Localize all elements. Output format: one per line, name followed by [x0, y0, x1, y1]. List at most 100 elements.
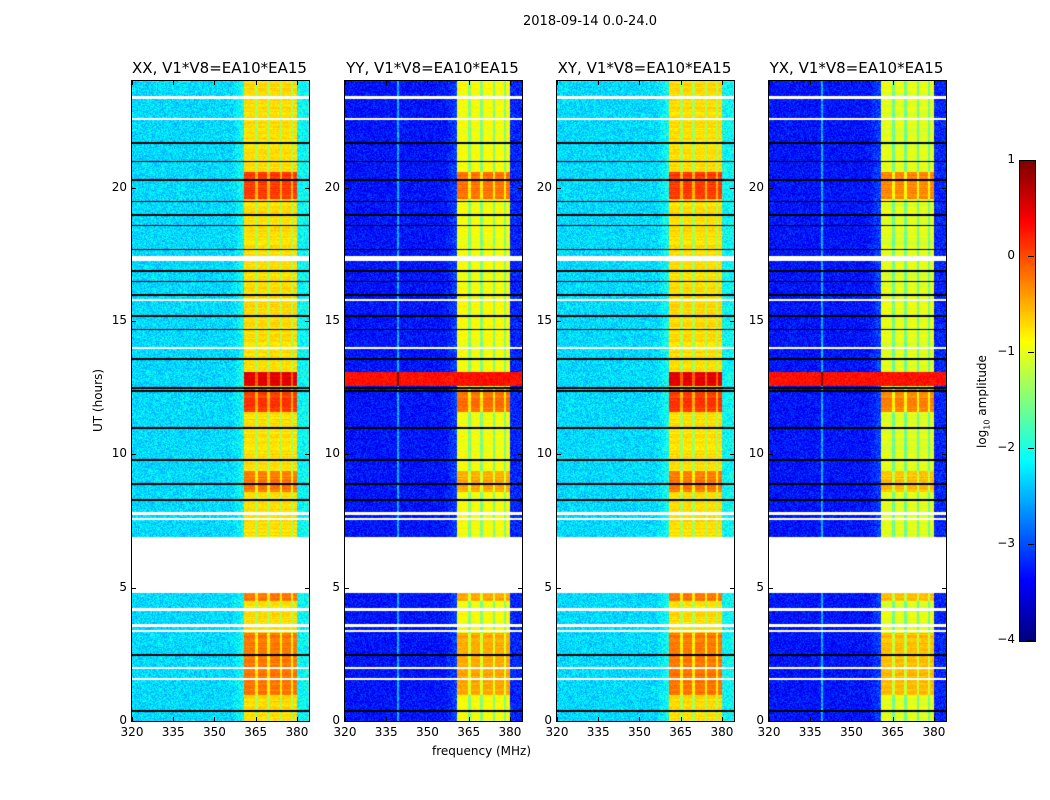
- y-tick-label-1-2: 10: [324, 446, 340, 461]
- x-tick-1-3: [468, 717, 470, 721]
- y-tick-right-3-4: [942, 187, 946, 189]
- x-tick-2-1: [598, 717, 600, 721]
- y-tick-0-2: [132, 454, 136, 456]
- y-tick-right-0-3: [305, 321, 309, 322]
- x-tick-label-2-4: 380: [710, 725, 734, 739]
- y-tick-right-2-3: [730, 321, 734, 322]
- y-tick-0-0: [132, 721, 136, 722]
- spectrogram-panel-0: [131, 80, 310, 722]
- x-tick-top-0-0: [132, 81, 133, 85]
- y-tick-1-3: [345, 321, 349, 322]
- y-axis-label: UT (hours): [91, 368, 105, 432]
- x-tick-label-2-0: 320: [545, 725, 569, 739]
- y-tick-label-2-0: 0: [544, 713, 552, 727]
- y-tick-label-0-2: 10: [111, 446, 127, 461]
- x-tick-label-2-1: 335: [586, 725, 610, 739]
- y-tick-3-4: [769, 187, 773, 189]
- x-tick-label-1-1: 335: [374, 725, 398, 739]
- y-tick-right-0-1: [305, 587, 309, 589]
- y-tick-right-1-4: [518, 187, 522, 189]
- x-tick-label-2-3: 365: [669, 725, 693, 739]
- colorbar-tick-2: [1028, 352, 1034, 353]
- y-tick-label-1-4: 20: [324, 179, 340, 194]
- colorbar-tick-4: [1028, 544, 1034, 545]
- colorbar: [1019, 160, 1036, 642]
- y-tick-right-2-4: [730, 187, 734, 189]
- x-tick-top-1-2: [427, 81, 429, 85]
- y-tick-right-2-0: [730, 721, 734, 722]
- colorbar-tick-label-4: −3: [997, 536, 1015, 550]
- x-tick-3-1: [810, 717, 812, 721]
- x-tick-top-1-1: [386, 81, 388, 85]
- y-tick-label-0-3: 15: [111, 313, 127, 327]
- y-tick-label-0-1: 5: [119, 579, 127, 594]
- y-tick-label-3-3: 15: [748, 313, 764, 327]
- colorbar-label: log10 amplitude: [975, 355, 991, 448]
- x-tick-1-1: [386, 717, 388, 721]
- y-tick-label-1-1: 5: [332, 579, 340, 594]
- x-tick-top-0-4: [296, 81, 298, 85]
- x-tick-top-2-0: [557, 81, 558, 85]
- y-tick-2-3: [557, 321, 561, 322]
- x-tick-1-2: [427, 717, 429, 721]
- y-tick-2-0: [557, 721, 561, 722]
- y-tick-label-2-2: 10: [536, 446, 552, 461]
- x-tick-top-3-1: [810, 81, 812, 85]
- spectrogram-panel-2: [556, 80, 735, 722]
- x-tick-label-0-4: 380: [285, 725, 309, 739]
- y-tick-label-2-3: 15: [536, 313, 552, 327]
- figure-title: 2018-09-14 0.0-24.0: [523, 14, 657, 29]
- y-tick-label-0-4: 20: [111, 179, 127, 194]
- colorbar-tick-0: [1028, 160, 1034, 161]
- y-tick-right-1-2: [518, 454, 522, 456]
- y-tick-label-0-0: 0: [119, 713, 127, 727]
- colorbar-tick-5: [1028, 640, 1034, 641]
- y-tick-3-3: [769, 321, 773, 322]
- spectrogram-canvas-2: [557, 81, 734, 721]
- x-tick-top-2-3: [680, 81, 682, 85]
- panel-title-1: YY, V1*V8=EA10*EA15: [346, 59, 519, 77]
- panel-title-0: XX, V1*V8=EA10*EA15: [132, 59, 307, 77]
- y-tick-label-3-2: 10: [748, 446, 764, 461]
- y-tick-2-2: [557, 454, 561, 456]
- spectrogram-panel-3: [768, 80, 947, 722]
- x-tick-0-0: [132, 717, 133, 721]
- y-tick-label-3-0: 0: [756, 713, 764, 727]
- x-tick-0-1: [173, 717, 175, 721]
- x-tick-label-3-2: 350: [840, 725, 863, 739]
- colorbar-tick-label-1: 0: [1007, 248, 1015, 262]
- y-tick-label-1-3: 15: [324, 313, 340, 327]
- x-tick-label-3-4: 380: [922, 725, 946, 739]
- y-tick-right-2-2: [730, 454, 734, 456]
- x-tick-3-2: [851, 717, 853, 721]
- spectrogram-canvas-3: [769, 81, 946, 721]
- y-tick-right-3-1: [942, 587, 946, 589]
- x-tick-top-3-4: [933, 81, 935, 85]
- x-tick-2-2: [639, 717, 641, 721]
- x-tick-2-0: [557, 717, 558, 721]
- x-tick-3-3: [892, 717, 894, 721]
- x-tick-top-0-1: [173, 81, 175, 85]
- y-tick-right-3-3: [942, 321, 946, 322]
- colorbar-tick-label-0: 1: [1007, 152, 1015, 166]
- x-tick-top-0-3: [255, 81, 257, 85]
- y-tick-right-1-0: [518, 721, 522, 722]
- x-tick-3-4: [933, 717, 935, 721]
- y-tick-label-3-1: 5: [756, 579, 764, 594]
- x-tick-label-1-3: 365: [457, 725, 481, 739]
- x-tick-top-2-1: [598, 81, 600, 85]
- x-tick-label-0-2: 350: [203, 725, 226, 739]
- x-tick-top-2-4: [721, 81, 723, 85]
- colorbar-label-sub: 10: [982, 419, 992, 430]
- y-tick-label-1-0: 0: [332, 713, 340, 727]
- x-tick-top-0-2: [214, 81, 216, 85]
- colorbar-tick-label-3: −2: [997, 440, 1015, 454]
- x-tick-label-1-4: 380: [498, 725, 522, 739]
- y-tick-3-0: [769, 721, 773, 722]
- y-tick-label-2-4: 20: [536, 179, 552, 194]
- colorbar-tick-1: [1028, 256, 1034, 257]
- spectrogram-canvas-0: [132, 81, 309, 721]
- x-tick-3-0: [769, 717, 770, 721]
- x-tick-top-3-2: [851, 81, 853, 85]
